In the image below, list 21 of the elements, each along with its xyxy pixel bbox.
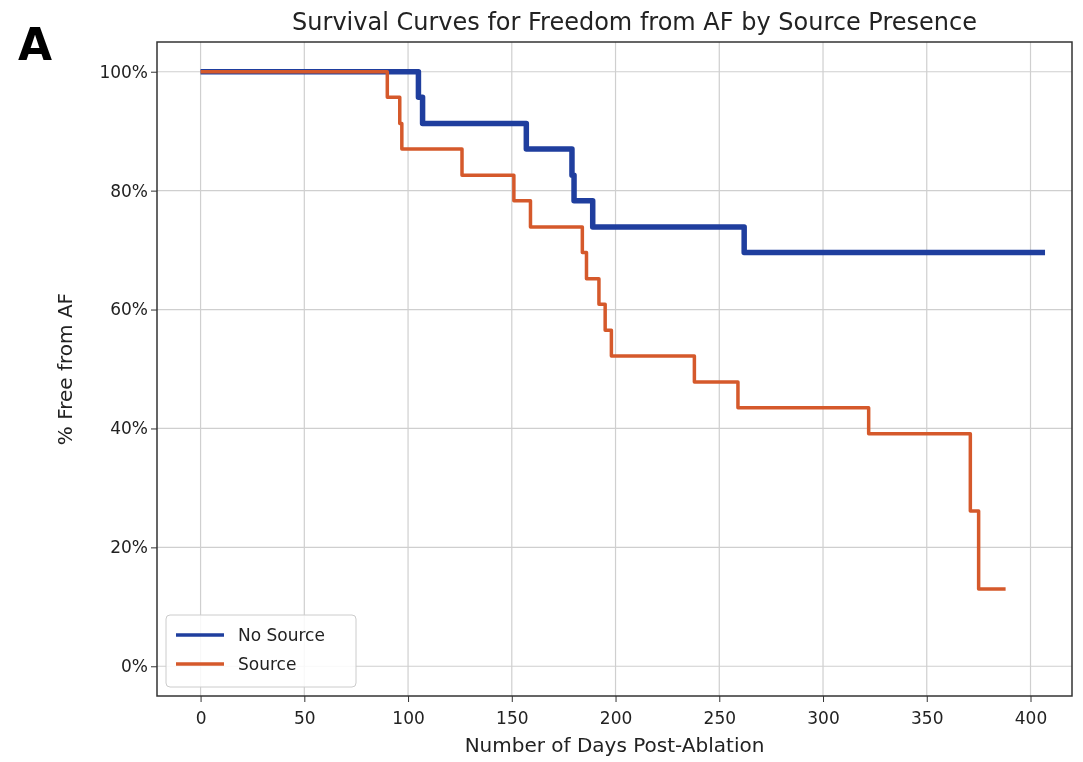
x-tick-label: 150 <box>496 707 529 728</box>
x-tick-label: 350 <box>911 707 944 728</box>
y-tick-label: 60% <box>110 299 148 320</box>
x-tick-label: 0 <box>195 707 207 728</box>
y-tick-label: 0% <box>121 656 148 677</box>
y-tick-label: 100% <box>99 61 148 82</box>
x-tick-label: 200 <box>599 707 633 728</box>
x-tick-label: 300 <box>807 707 840 728</box>
legend-label: No Source <box>238 625 325 645</box>
x-tick-label: 400 <box>1014 707 1048 728</box>
x-tick-label: 100 <box>392 707 425 728</box>
x-axis-title: Number of Days Post-Ablation <box>464 733 765 757</box>
x-tick-label: 50 <box>293 707 316 728</box>
y-tick-label: 80% <box>110 180 148 201</box>
legend-label: Source <box>238 654 297 674</box>
y-axis-title: % Free from AF <box>53 292 77 446</box>
y-tick-label: 20% <box>110 537 148 558</box>
x-tick-label: 250 <box>703 707 737 728</box>
text: A <box>18 19 53 70</box>
chart-title: Survival Curves for Freedom from AF by Source Presence <box>292 8 977 36</box>
y-tick-label: 40% <box>110 418 148 439</box>
